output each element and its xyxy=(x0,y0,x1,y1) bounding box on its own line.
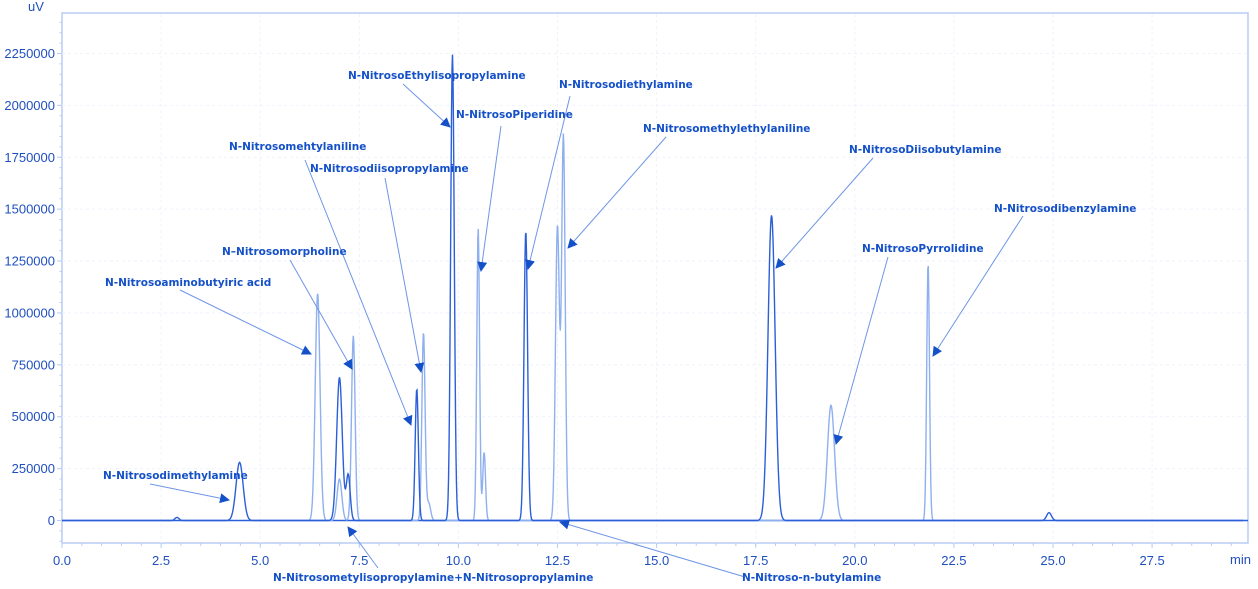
y-tick-label: 750000 xyxy=(12,357,55,372)
arrow-ndiba xyxy=(775,157,874,269)
label-ndma: N-Nitrosodimethylamine xyxy=(103,470,248,482)
label-nmea: N-Nitrosomethylethylaniline xyxy=(643,123,810,135)
label-nmpa: N-Nitrosomehtylaniline xyxy=(229,141,366,153)
y-tick-label: 2000000 xyxy=(4,98,55,113)
y-axis: 0 250000 500000 750000 1000000 1250000 1500000… xyxy=(4,21,62,542)
label-npyr: N-NitrosoPyrrolidine xyxy=(862,243,984,255)
x-tick-label: 2.5 xyxy=(152,553,170,568)
x-tick-label: 25.0 xyxy=(1040,553,1065,568)
x-axis: 0.0 2.5 5.0 7.5 10.0 12.5 15.0 17.5 20.0 22.5 25.0… xyxy=(53,543,1232,568)
y-tick-label: 1250000 xyxy=(4,254,55,269)
y-tick-label: 1750000 xyxy=(4,150,55,165)
y-tick-label: 2250000 xyxy=(4,46,55,61)
label-ndba: N-Nitroso-n-butylamine xyxy=(742,572,881,584)
x-tick-label: 22.5 xyxy=(941,553,966,568)
x-axis-unit: min xyxy=(1230,552,1251,567)
y-tick-label: 1500000 xyxy=(4,202,55,217)
arrow-npyr xyxy=(833,256,889,445)
arrow-nmea xyxy=(567,136,667,249)
x-tick-label: 5.0 xyxy=(251,553,269,568)
x-tick-label: 15.0 xyxy=(644,553,669,568)
plot-frame xyxy=(61,12,1249,544)
y-tick-label: 0 xyxy=(48,513,55,528)
x-tick-label: 12.5 xyxy=(545,553,570,568)
x-tick-label: 27.5 xyxy=(1139,553,1164,568)
arrow-ndma xyxy=(149,483,230,504)
x-tick-label: 7.5 xyxy=(350,553,368,568)
annotation-arrows xyxy=(149,83,1024,578)
y-tick-label: 250000 xyxy=(12,461,55,476)
arrow-ndea xyxy=(525,95,571,270)
arrow-nmpa xyxy=(304,159,413,426)
arrow-nmor xyxy=(289,259,353,370)
y-axis-unit: uV xyxy=(28,0,44,14)
arrow-neipa xyxy=(402,83,451,128)
y-tick-label: 1000000 xyxy=(4,305,55,320)
peak-labels: N-Nitrosodimethylamine N-Nitrosoaminobut… xyxy=(103,70,1136,584)
label-nmipa: N-Nitrosometylisopropylamine+N-Nitrosopr… xyxy=(273,572,593,584)
grid-lines xyxy=(62,14,1248,543)
label-npip: N-NitrosoPiperidine xyxy=(456,109,573,121)
label-nmor: N–Nitrosomorpholine xyxy=(222,246,347,258)
arrow-nmba xyxy=(179,289,312,355)
x-tick-label: 10.0 xyxy=(446,553,471,568)
arrow-ndbza xyxy=(932,215,1024,357)
arrow-ndba xyxy=(559,519,746,578)
label-neipa: N-NitrosoEthylisopropylamine xyxy=(348,70,526,82)
chromatogram-trace-light xyxy=(299,133,954,522)
y-tick-label: 500000 xyxy=(12,409,55,424)
x-tick-label: 20.0 xyxy=(842,553,867,568)
label-nmba: N-Nitrosoaminobutyiric acid xyxy=(105,277,271,289)
label-ndea: N-Nitrosodiethylamine xyxy=(559,79,693,91)
label-ndiba: N-NitrosoDiisobutylamine xyxy=(849,144,1001,156)
x-tick-label: 0.0 xyxy=(53,553,71,568)
arrow-npip xyxy=(477,125,502,272)
arrow-ndipa xyxy=(384,177,425,373)
x-tick-label: 17.5 xyxy=(743,553,768,568)
label-ndbza: N-Nitrosodibenzylamine xyxy=(994,203,1136,215)
arrow-nmipa xyxy=(347,526,379,569)
label-ndipa: N-Nitrosodiisopropylamine xyxy=(310,163,469,175)
chromatogram-trace-dark xyxy=(62,54,1243,522)
